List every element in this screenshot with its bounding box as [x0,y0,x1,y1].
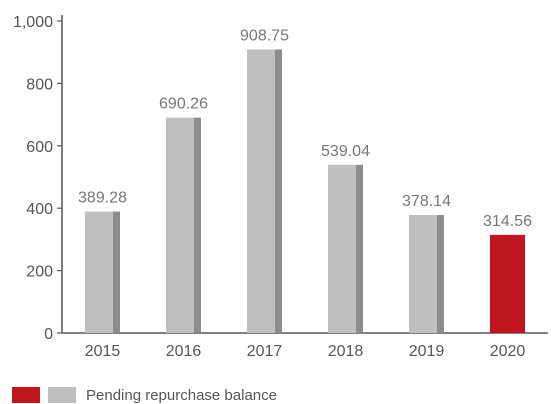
x-axis: 2015 2016 2017 2018 2019 2020 [62,332,548,360]
data-label-2019: 378.14 [402,193,451,210]
legend-swatch-highlight [12,387,40,403]
bar-side-2017 [275,49,282,333]
bar-2018 [328,164,356,333]
data-label-2020: 314.56 [483,213,532,230]
legend-swatch-gray [48,387,76,403]
bar-2015 [85,211,113,333]
y-tick-label: 0 [44,326,53,343]
bar-side-2018 [356,164,363,333]
data-label-2018: 539.04 [321,143,370,160]
x-tick-label-2015: 2015 [85,343,121,360]
bar-side-2015 [113,211,120,333]
bar-2016 [166,117,194,333]
bar-2020 [490,234,525,333]
x-tick-label-2017: 2017 [247,343,283,360]
data-label-2015: 389.28 [78,190,127,207]
data-labels: 389.28 690.26 908.75 539.04 378.14 314.56 [78,27,532,229]
legend-label: Pending repurchase balance [86,386,277,404]
data-label-2017: 908.75 [240,27,289,44]
bar-2017 [247,49,275,333]
bar-side-2016 [194,117,201,333]
y-tick-label: 1,000 [13,14,53,31]
legend: Pending repurchase balance [12,386,277,404]
x-tick-label-2016: 2016 [166,343,202,360]
y-tick-label: 600 [26,139,53,156]
x-tick-label-2018: 2018 [328,343,364,360]
data-label-2016: 690.26 [159,96,208,113]
x-tick-label-2020: 2020 [490,343,526,360]
y-tick-label: 400 [26,201,53,218]
y-tick-label: 200 [26,264,53,281]
bar-side-2019 [437,215,444,333]
y-tick-label: 800 [26,76,53,93]
y-axis: 0 200 400 600 800 1,000 [13,14,63,343]
x-tick-label-2019: 2019 [409,343,445,360]
bar-2019 [409,215,437,333]
bars [85,49,525,333]
